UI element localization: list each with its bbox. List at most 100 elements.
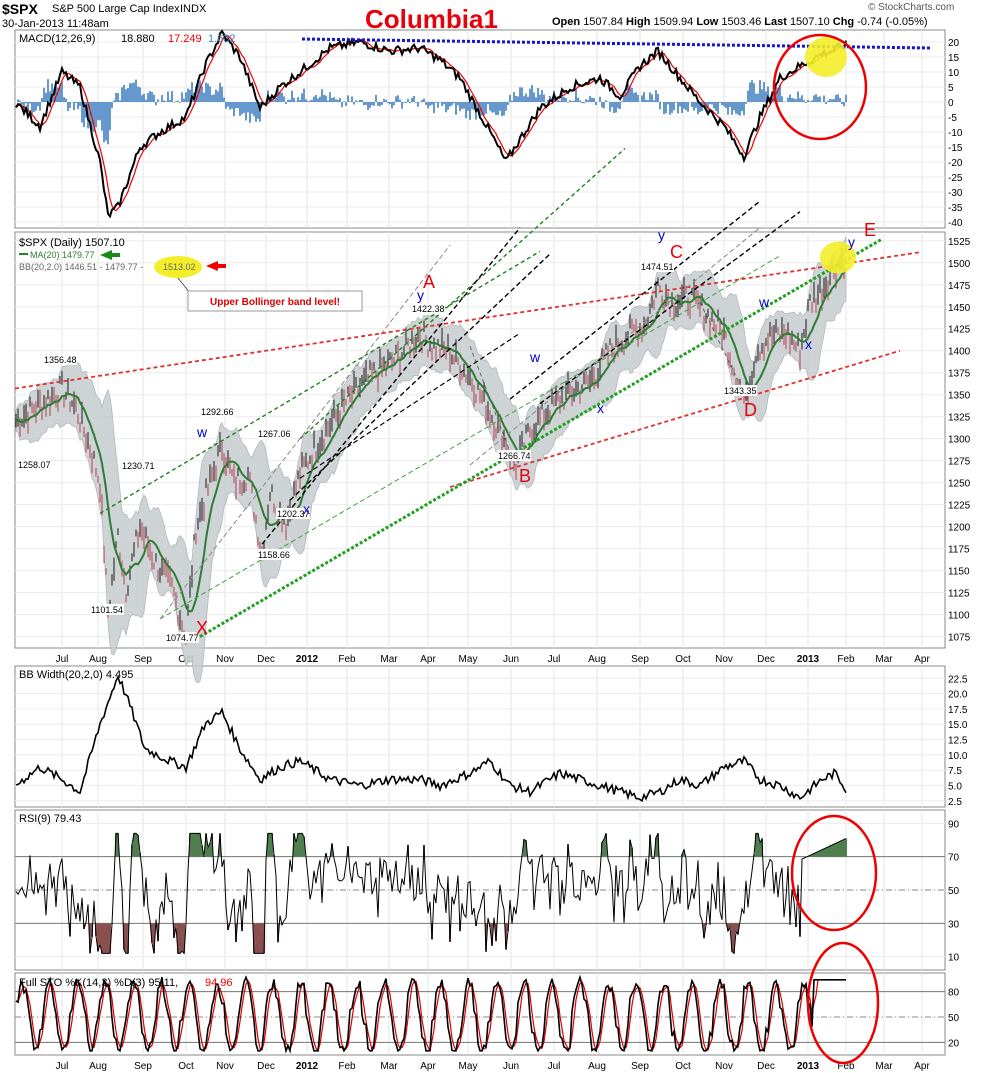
y-tick-label: 10.0 <box>948 751 968 762</box>
y-tick-label: 1325 <box>948 413 971 424</box>
y-tick-label: 1225 <box>948 501 971 512</box>
wave-label-D: D <box>744 400 757 420</box>
y-tick-label: 1200 <box>948 523 971 534</box>
y-tick-label: 5.0 <box>948 782 962 793</box>
price-label-bg <box>411 303 445 314</box>
price-label-bg <box>723 385 757 396</box>
y-tick-label: 5 <box>948 83 954 94</box>
panel-frame-price <box>14 231 946 649</box>
quote-bar: Open 1507.84 High 1509.94 Low 1503.46 La… <box>552 16 928 28</box>
price-label: 1267.06 <box>258 429 291 439</box>
y-tick-label: 20 <box>948 1038 960 1049</box>
black-channel-line <box>289 253 551 501</box>
x-tick-label: Jun <box>503 1061 519 1072</box>
wave-label-X: X <box>196 618 208 638</box>
y-tick-label: 1450 <box>948 303 971 314</box>
green-channel-line <box>299 147 626 440</box>
panel-frame-bbw <box>14 665 946 808</box>
price-label-bg <box>121 460 155 471</box>
x-tick-label: Aug <box>89 1061 107 1072</box>
y-tick-label: 10 <box>948 953 960 964</box>
header-datetime: 30-Jan-2013 11:48am <box>2 18 109 30</box>
macd-hist-value: 1.632 <box>208 33 236 45</box>
price-label: 1266.74 <box>498 451 531 461</box>
wave-label-C: C <box>670 242 683 262</box>
gray-channel-line <box>159 244 451 620</box>
y-tick-label: 70 <box>948 853 960 864</box>
price-label-bg <box>165 632 199 643</box>
x-tick-label: 2013 <box>797 1061 820 1072</box>
chg-label: Chg <box>832 16 855 28</box>
y-tick-label: 30 <box>948 919 960 930</box>
minor-wave-label: w <box>529 349 541 365</box>
y-tick-label: -15 <box>948 143 963 154</box>
y-tick-label: 2.5 <box>948 797 962 808</box>
price-label: 1258.07 <box>18 460 51 470</box>
price-label-bg <box>257 428 291 439</box>
y-tick-label: -10 <box>948 128 963 139</box>
red-arrow-icon <box>206 261 226 271</box>
panel-frame-macd <box>14 29 946 229</box>
x-tick-label: May <box>459 654 478 665</box>
e-highlight <box>820 241 856 274</box>
y-tick-label: 50 <box>948 886 960 897</box>
wave-label-B: B <box>519 466 531 486</box>
price-label-bg <box>43 354 77 365</box>
minor-wave-label: w <box>758 294 770 310</box>
price-label: 1202.37 <box>277 509 310 519</box>
green-channel-line <box>99 250 541 515</box>
price-label-bg <box>497 450 531 461</box>
x-tick-label: Jun <box>503 654 519 665</box>
y-tick-label: 1375 <box>948 369 971 380</box>
x-tick-label: Apr <box>914 1061 930 1072</box>
macd-signal-value: 17.249 <box>168 33 202 45</box>
x-tick-label: Jul <box>548 1061 561 1072</box>
low-value: 1503.46 <box>721 16 762 28</box>
x-tick-label: Dec <box>757 1061 775 1072</box>
y-tick-label: 1425 <box>948 325 971 336</box>
wave-label-A: A <box>423 272 435 292</box>
black-channel-line <box>509 200 761 400</box>
y-tick-label: 1475 <box>948 281 971 292</box>
sto-d-value: 94.96 <box>205 977 233 989</box>
y-tick-label: -25 <box>948 173 963 184</box>
minor-wave-label: y <box>417 287 424 303</box>
header-exchange: INDX <box>180 3 207 15</box>
x-tick-label: 2013 <box>797 654 820 665</box>
gray-dash-line <box>699 302 749 402</box>
green-arrow-icon <box>100 250 120 260</box>
x-tick-label: Sep <box>631 1061 649 1072</box>
ma-legend-label: MA(20) 1479.77 <box>30 250 95 260</box>
x-tick-label: Dec <box>257 1061 275 1072</box>
rsi-panel-label: RSI(9) 79.43 <box>19 813 81 825</box>
last-value: 1507.10 <box>789 16 830 28</box>
gray-channel-line <box>469 227 761 466</box>
x-tick-label: Nov <box>216 654 234 665</box>
macd-highlight <box>805 37 847 77</box>
y-tick-label: 15.0 <box>948 720 968 731</box>
y-tick-label: 90 <box>948 819 960 830</box>
price-label: 1158.66 <box>258 550 290 560</box>
red-lower-trendline <box>449 349 901 488</box>
y-tick-label: 1500 <box>948 259 971 270</box>
y-tick-label: 1150 <box>948 567 970 578</box>
price-label-bg <box>90 604 124 615</box>
y-tick-label: 1125 <box>948 589 970 600</box>
x-tick-label: Apr <box>420 1061 436 1072</box>
x-tick-label: Aug <box>588 654 606 665</box>
gray-dash-line <box>469 346 516 466</box>
header-symbol: $SPX <box>2 1 38 17</box>
price-label: 1101.54 <box>91 605 123 615</box>
minor-wave-label: w <box>196 424 208 440</box>
x-tick-label: Aug <box>89 654 107 665</box>
bb-upper-value: 1513.02 <box>163 262 196 272</box>
price-label: 1422.38 <box>412 304 445 314</box>
panel-frame-sto <box>14 972 946 1056</box>
x-tick-label: Sep <box>134 654 152 665</box>
y-tick-label: 1275 <box>948 457 971 468</box>
minor-wave-label: y <box>658 227 665 243</box>
y-tick-label: 20 <box>948 38 960 49</box>
x-tick-label: Sep <box>134 1061 152 1072</box>
y-tick-label: -20 <box>948 158 963 169</box>
